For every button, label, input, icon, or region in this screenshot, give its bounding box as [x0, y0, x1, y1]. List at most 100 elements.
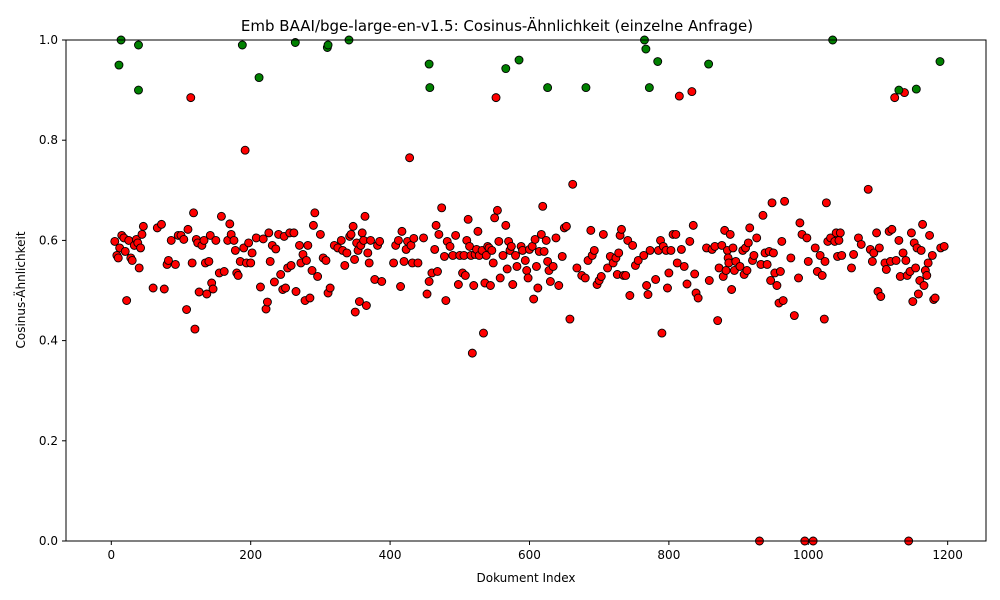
data-point: [441, 296, 451, 305]
x-axis: 0 200 400 600 800 1000 1200: [107, 541, 963, 562]
data-point: [642, 281, 652, 290]
data-point: [802, 233, 812, 243]
y-tick-label: 0.2: [39, 434, 58, 448]
data-point: [758, 210, 768, 220]
data-point: [487, 245, 497, 255]
data-point: [186, 93, 196, 103]
x-tick-label: 1200: [932, 548, 963, 562]
data-point: [271, 244, 281, 254]
data-point: [721, 266, 731, 275]
data-point: [657, 328, 667, 338]
data-point: [621, 271, 631, 280]
data-point: [187, 258, 197, 268]
data-point: [246, 258, 256, 268]
data-point: [434, 229, 444, 239]
data-point: [541, 235, 551, 245]
data-point: [589, 245, 599, 255]
data-point: [887, 224, 897, 234]
data-point: [409, 233, 419, 243]
data-point: [554, 281, 564, 290]
data-point: [676, 244, 686, 254]
data-point: [651, 275, 661, 284]
data-point: [375, 236, 385, 246]
data-point: [394, 235, 403, 245]
data-point: [244, 238, 254, 248]
data-point: [913, 289, 923, 299]
data-point: [498, 250, 508, 260]
data-point: [580, 273, 590, 283]
data-point: [258, 234, 268, 244]
data-point: [925, 230, 934, 240]
data-point: [664, 268, 674, 278]
data-point: [530, 234, 540, 244]
data-point: [728, 243, 738, 253]
data-point: [491, 93, 501, 103]
data-point: [679, 262, 689, 271]
data-point: [237, 40, 247, 50]
data-point: [916, 245, 926, 255]
data-point: [199, 235, 209, 245]
chart-title: Emb BAAI/bge-large-en-v1.5: Cosinus-Ähnl…: [241, 16, 753, 35]
data-point: [190, 324, 200, 334]
data-point: [189, 208, 199, 218]
x-tick-label: 200: [239, 548, 262, 562]
data-point: [874, 243, 884, 253]
data-point: [512, 262, 522, 271]
data-point: [918, 219, 928, 229]
data-point: [430, 244, 440, 254]
data-point: [225, 219, 235, 229]
data-point: [460, 271, 470, 280]
data-point: [685, 236, 695, 246]
data-point: [202, 289, 212, 299]
data-point: [690, 269, 700, 279]
data-point: [867, 256, 877, 266]
data-point: [360, 211, 370, 221]
data-point: [908, 297, 918, 306]
data-point: [539, 246, 549, 256]
data-point: [295, 240, 304, 250]
data-point: [727, 285, 737, 294]
data-point: [366, 235, 376, 245]
data-point: [473, 226, 483, 236]
data-point: [735, 262, 745, 271]
data-point: [596, 272, 606, 281]
data-point: [492, 205, 502, 215]
data-point: [490, 213, 500, 223]
data-point: [666, 245, 676, 255]
data-point: [901, 255, 911, 265]
data-point: [922, 271, 932, 280]
data-point: [565, 314, 575, 324]
data-point: [834, 235, 844, 245]
data-point: [350, 254, 359, 264]
data-point: [849, 249, 859, 259]
data-point: [254, 73, 264, 83]
data-point: [348, 221, 358, 231]
data-point: [856, 239, 866, 249]
data-point: [256, 282, 265, 292]
data-point: [308, 220, 318, 230]
data-point: [898, 248, 908, 258]
data-point: [890, 93, 900, 103]
data-point: [767, 198, 777, 208]
data-point: [170, 260, 180, 269]
data-point: [264, 228, 274, 238]
data-point: [645, 245, 655, 255]
data-point: [397, 226, 407, 236]
data-point: [523, 273, 533, 283]
data-point: [533, 283, 543, 293]
x-tick-label: 0: [107, 548, 115, 562]
data-point: [786, 253, 796, 263]
data-point: [514, 55, 524, 65]
data-point: [363, 248, 373, 258]
data-point: [361, 301, 371, 310]
data-point: [310, 208, 320, 218]
data-point: [625, 291, 635, 300]
data-point: [772, 281, 782, 290]
data-point: [134, 40, 143, 50]
data-point: [598, 229, 608, 239]
data-point: [494, 236, 504, 246]
data-point: [229, 235, 239, 245]
x-tick-label: 400: [379, 548, 402, 562]
data-point: [939, 241, 949, 251]
